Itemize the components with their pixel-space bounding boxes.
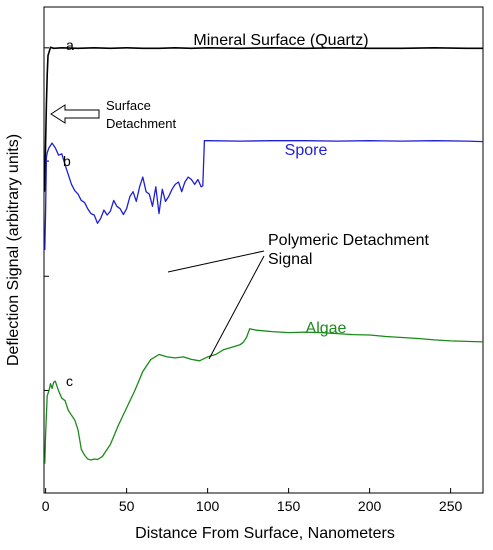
polymeric-label-line-1: Polymeric Detachment (268, 232, 430, 249)
axes: 0 50 100 150 200 250 (42, 47, 463, 514)
series-line-c (44, 328, 484, 464)
series-line-a (44, 46, 483, 192)
x-tick-label: 0 (42, 498, 50, 514)
series-b-title: Spore (285, 142, 328, 159)
polymeric-pointer-algae (208, 255, 265, 360)
panel-label-a: a (66, 37, 74, 53)
x-tick-label: 150 (277, 498, 301, 514)
surface-detachment-label: Surface Detachment (106, 98, 176, 131)
x-axis-label: Distance From Surface, Nanometers (135, 525, 395, 542)
panel-label-c: c (66, 373, 73, 389)
x-tick-label: 100 (196, 498, 220, 514)
x-tick-label: 50 (119, 498, 135, 514)
surface-detachment-line-2: Detachment (106, 116, 176, 131)
series-line-b (44, 140, 484, 251)
panel-label-b: b (63, 153, 71, 169)
x-tick-label: 250 (439, 498, 463, 514)
surface-detachment-arrow (50, 104, 100, 124)
y-axis-label: Deflection Signal (arbitrary units) (5, 134, 22, 366)
polymeric-label-line-2: Signal (268, 251, 312, 268)
series-a-title: Mineral Surface (Quartz) (193, 32, 368, 49)
polymeric-pointer-spore (167, 250, 265, 273)
surface-detachment-line-1: Surface (106, 98, 151, 113)
plot-frame (43, 6, 484, 494)
series-layer (44, 46, 484, 464)
series-c-title: Algae (306, 320, 347, 337)
x-tick-label: 200 (358, 498, 382, 514)
polymeric-label: Polymeric Detachment Signal (268, 232, 433, 268)
